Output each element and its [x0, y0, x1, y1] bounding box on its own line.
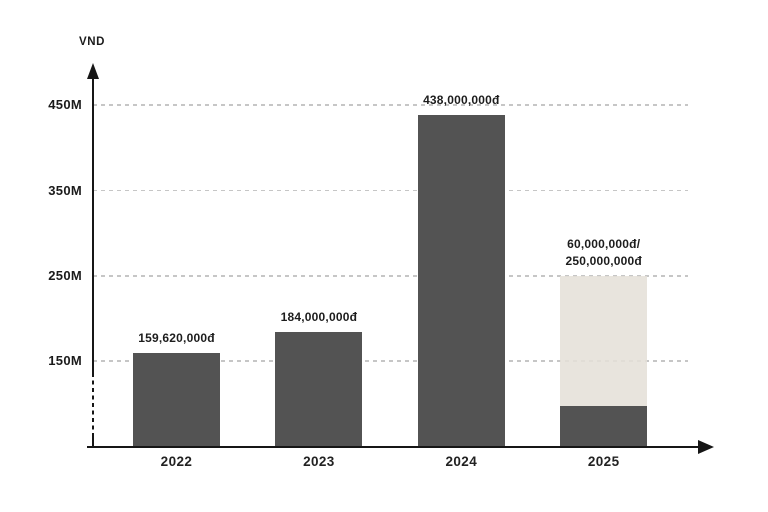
bar-2024	[417, 115, 505, 447]
gridline-450M	[93, 104, 688, 106]
x-tick-label-2024: 2024	[445, 454, 478, 469]
x-axis-line	[87, 445, 700, 449]
gridline-250M	[93, 275, 688, 277]
y-axis-title: VND	[78, 36, 106, 48]
gridline-350M	[93, 189, 688, 192]
y-tick-label-450M: 450M	[48, 97, 82, 113]
y-tick-label-250M: 250M	[48, 267, 82, 283]
x-tick-label-2025: 2025	[587, 454, 620, 469]
bar-2023	[275, 332, 363, 447]
progress-fill-2025	[560, 405, 648, 447]
y-axis-break-dashed-segment	[92, 373, 95, 434]
gridline-150M	[93, 360, 688, 362]
bar-value-label-2024: 438,000,000đ	[423, 93, 500, 108]
bar-value-label-2023: 184,000,000đ	[280, 309, 358, 324]
bar-value-label-2022: 159,620,000đ	[138, 330, 215, 345]
goal-bar-2025	[560, 275, 648, 447]
y-tick-label-350M: 350M	[48, 182, 82, 198]
bar-2022	[133, 352, 220, 447]
y-axis-line-bottom	[92, 434, 95, 448]
x-tick-label-2022: 2022	[160, 454, 193, 469]
y-axis-line	[92, 76, 95, 373]
y-axis-arrowhead-icon	[86, 63, 99, 79]
bar-value-label-2025: 60,000,000đ/ 250,000,000đ	[565, 237, 642, 268]
y-tick-label-150M: 150M	[48, 353, 82, 369]
x-tick-label-2023: 2023	[303, 454, 335, 469]
x-axis-arrowhead-icon	[698, 440, 714, 454]
